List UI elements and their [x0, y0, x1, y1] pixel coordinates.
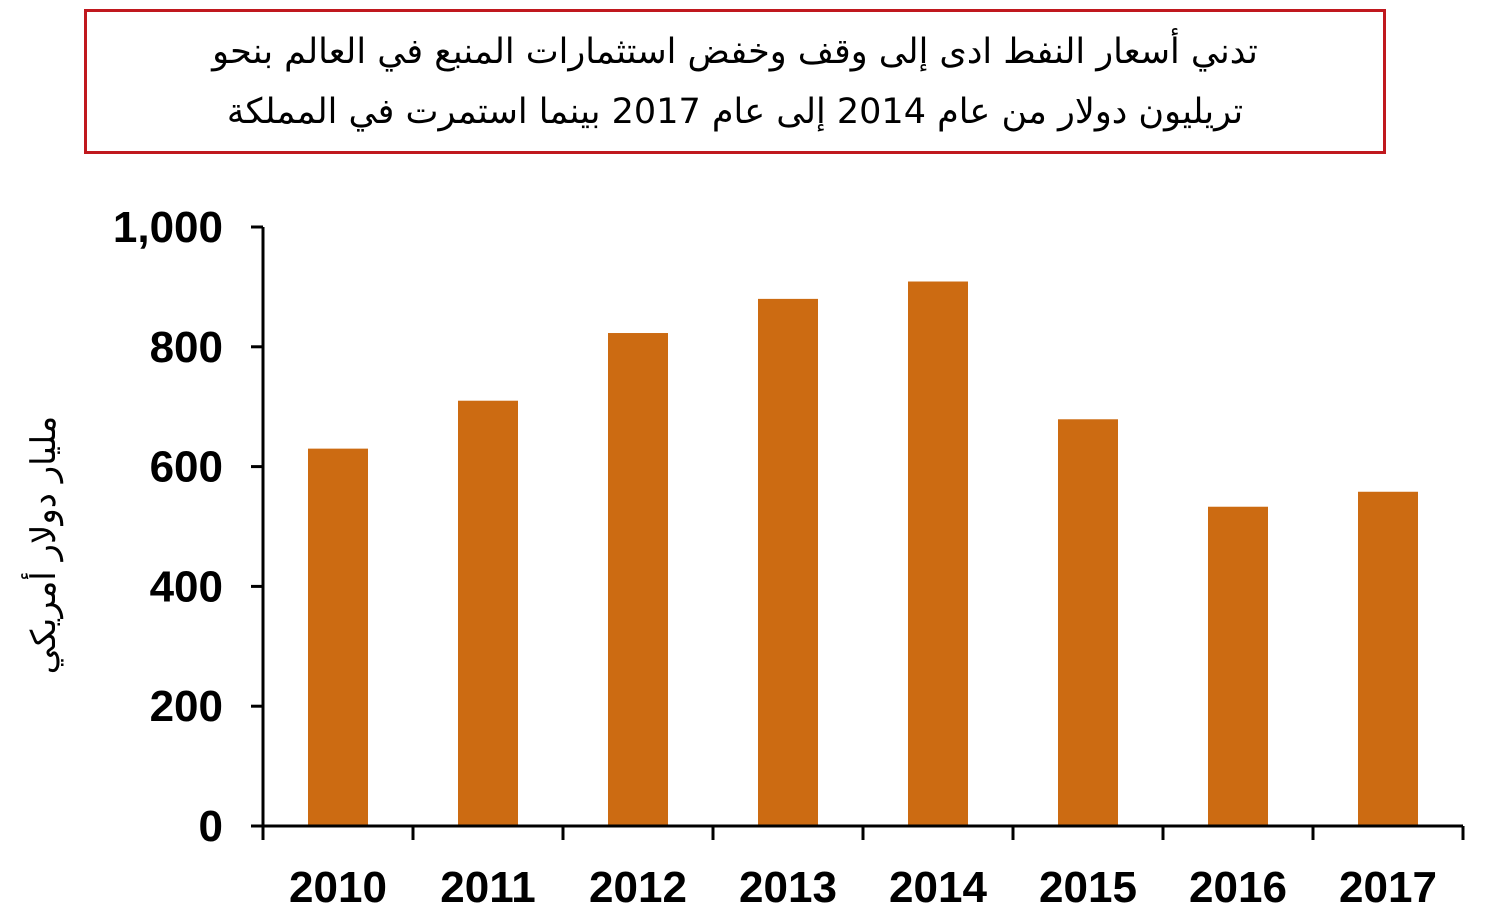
bar-2014	[908, 281, 968, 826]
x-tick-label-2014: 2014	[889, 863, 987, 911]
title-box: تدني أسعار النفط ادى إلى وقف وخفض استثما…	[84, 9, 1386, 154]
x-tick-label-2015: 2015	[1039, 863, 1137, 911]
x-tick-label-2016: 2016	[1189, 863, 1287, 911]
y-tick-label: 800	[150, 323, 223, 372]
x-tick-label-2011: 2011	[440, 863, 535, 911]
y-tick-label: 400	[150, 562, 223, 611]
bars-group	[308, 281, 1418, 826]
bar-2016	[1208, 506, 1268, 826]
y-tick-label: 0	[199, 802, 223, 851]
x-tick-label-2017: 2017	[1339, 863, 1437, 911]
y-tick-label: 200	[150, 682, 223, 731]
bar-2010	[308, 448, 368, 826]
y-ticks-group: 0 200 400 600 800 1,000	[113, 203, 263, 851]
bar-2015	[1058, 419, 1118, 826]
x-ticks-group: 2010 2011 2012 2013 2014 2015 2016 2017	[261, 826, 1465, 911]
bar-2017	[1358, 491, 1418, 826]
y-tick-label: 600	[150, 443, 223, 492]
x-tick-label-2012: 2012	[589, 863, 687, 911]
x-tick-label-2013: 2013	[739, 863, 837, 911]
title-line-1: تدني أسعار النفط ادى إلى وقف وخفض استثما…	[212, 31, 1258, 72]
title-line-2: تريليون دولار من عام 2014 إلى عام 2017 ب…	[226, 91, 1244, 132]
x-tick-label-2010: 2010	[289, 863, 387, 911]
bar-2012	[608, 333, 668, 826]
bar-2011	[458, 400, 518, 826]
y-axis-label: مليار دولار أمريكي	[21, 416, 64, 675]
y-tick-label: 1,000	[113, 203, 223, 252]
bar-2013	[758, 298, 818, 826]
